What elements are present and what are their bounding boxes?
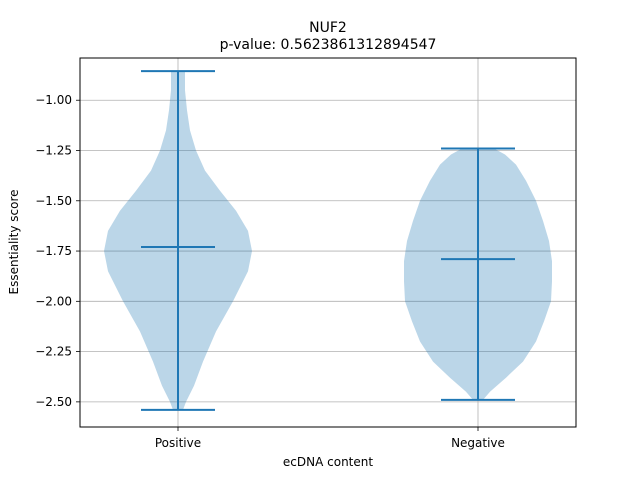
y-tick-label: −1.50 (35, 194, 72, 208)
x-axis-ticks: Positive Negative (155, 427, 505, 450)
x-tick-label: Negative (451, 436, 505, 450)
violin-bodies (104, 71, 552, 410)
x-tick-label: Positive (155, 436, 201, 450)
chart-subtitle: p-value: 0.5623861312894547 (220, 37, 437, 53)
y-tick-label: −1.00 (35, 93, 72, 107)
violin-lines (141, 70, 515, 411)
y-tick-label: −2.00 (35, 294, 72, 308)
plot-frame (79, 57, 577, 428)
y-tick-label: −1.75 (35, 244, 72, 258)
chart-title: NUF2 (309, 20, 347, 36)
y-tick-label: −2.50 (35, 395, 72, 409)
y-tick-label: −1.25 (35, 144, 72, 158)
y-tick-label: −2.25 (35, 345, 72, 359)
x-axis-label: ecDNA content (283, 455, 373, 469)
y-axis-ticks: −2.50 −2.25 −2.00 −1.75 −1.50 −1.25 −1.00 (35, 93, 80, 409)
y-axis-label: Essentiality score (7, 190, 21, 295)
